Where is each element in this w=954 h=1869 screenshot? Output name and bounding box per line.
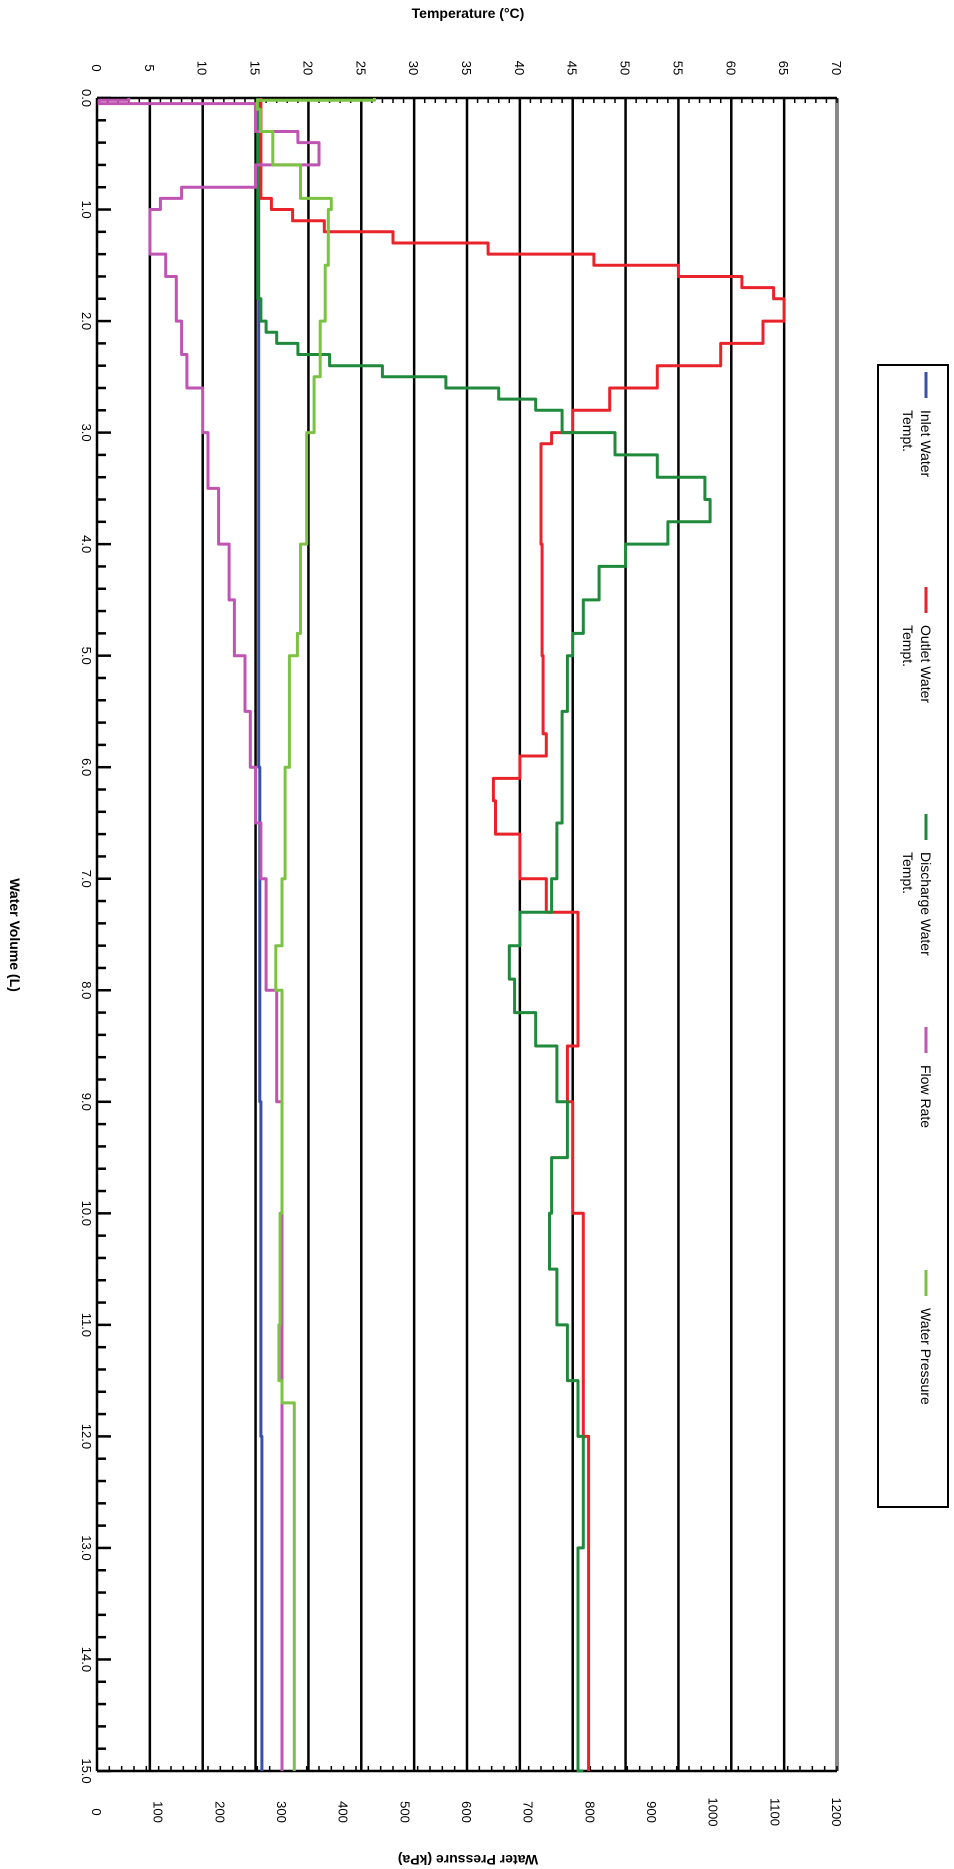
pressure-tick-label: 100 — [151, 1801, 166, 1823]
series-line-5 — [255, 98, 376, 1771]
legend-label: Flow Rate — [918, 1065, 934, 1128]
pressure-tick-label: 700 — [521, 1801, 536, 1823]
legend-label-line2: Tempt. — [900, 625, 916, 667]
volume-tick-label: 3.0 — [79, 424, 94, 442]
pressure-axis-title: Water Pressure (kPa) — [398, 1852, 538, 1868]
volume-tick-label: 15.0 — [79, 1758, 94, 1783]
tick-labels: 0 5 10 15 20 25 30 35 40 45 50 55 60 65 700 100 200 300 40… — [79, 61, 844, 1827]
grid — [95, 96, 839, 1773]
temperature-tick-label: 50 — [618, 61, 633, 75]
pressure-tick-label: 1200 — [829, 1798, 844, 1827]
pressure-tick-label: 1000 — [706, 1798, 721, 1827]
legend-label: Discharge Water — [918, 852, 934, 956]
series-line-3 — [256, 98, 712, 1773]
legend-label: Inlet Water — [918, 410, 934, 478]
volume-tick-label: 8.0 — [79, 981, 94, 999]
volume-tick-label: 9.0 — [79, 1093, 94, 1111]
series-lines — [97, 98, 786, 1773]
volume-tick-label: 14.0 — [79, 1647, 94, 1672]
temperature-tick-label: 65 — [776, 61, 791, 75]
temperature-tick-label: 20 — [300, 61, 315, 75]
temperature-tick-label: 35 — [459, 61, 474, 75]
volume-tick-label: 1.0 — [79, 200, 94, 218]
pressure-tick-label: 600 — [459, 1801, 474, 1823]
series-line-4 — [97, 98, 321, 1771]
volume-tick-label: 6.0 — [79, 758, 94, 776]
volume-tick-label: 5.0 — [79, 647, 94, 665]
pressure-tick-label: 500 — [397, 1801, 412, 1823]
legend-box — [877, 364, 949, 1508]
legend-label: Outlet Water — [918, 625, 934, 703]
volume-tick-label: 13.0 — [79, 1535, 94, 1560]
temperature-tick-label: 40 — [512, 61, 527, 75]
temperature-tick-label: 15 — [248, 61, 263, 75]
legend-label-line2: Tempt. — [900, 410, 916, 452]
temperature-tick-label: 55 — [670, 61, 685, 75]
volume-tick-label: 7.0 — [79, 870, 94, 888]
pressure-tick-label: 900 — [644, 1801, 659, 1823]
temperature-tick-label: 45 — [565, 61, 580, 75]
pressure-tick-label: 200 — [212, 1801, 227, 1823]
series-line-1 — [257, 98, 264, 1771]
pressure-tick-label: 400 — [336, 1801, 351, 1823]
temperature-tick-label: 5 — [142, 64, 157, 71]
temperature-tick-label: 25 — [353, 61, 368, 75]
temperature-tick-label: 60 — [723, 61, 738, 75]
temperature-tick-label: 30 — [406, 61, 421, 75]
temperature-axis-title: Temperature (°C) — [412, 5, 525, 21]
pressure-tick-label: 0 — [89, 1808, 104, 1815]
volume-tick-label: 10.0 — [79, 1201, 94, 1226]
pressure-tick-label: 300 — [274, 1801, 289, 1823]
temperature-tick-label: 70 — [829, 61, 844, 75]
temperature-tick-label: 0 — [89, 64, 104, 71]
volume-tick-label: 12.0 — [79, 1424, 94, 1449]
volume-tick-label: 4.0 — [79, 535, 94, 553]
temperature-tick-label: 10 — [195, 61, 210, 75]
legend-label-line2: Tempt. — [900, 852, 916, 894]
pressure-tick-label: 1100 — [767, 1798, 782, 1826]
pressure-tick-label: 800 — [582, 1801, 597, 1823]
volume-tick-label: 2.0 — [79, 312, 94, 330]
legend-label: Water Pressure — [918, 1308, 934, 1405]
volume-tick-label: 0.0 — [79, 89, 94, 107]
volume-tick-label: 11.0 — [79, 1313, 94, 1337]
water-volume-axis-title: Water Volume (L) — [7, 878, 23, 992]
series-line-2 — [259, 98, 786, 1771]
